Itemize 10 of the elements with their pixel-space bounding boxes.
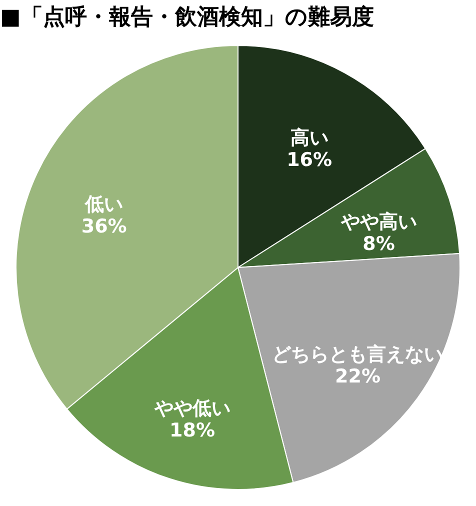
data-label: 36% — [81, 215, 127, 238]
data-label: 18% — [170, 419, 216, 442]
data-label: 22% — [334, 365, 380, 388]
data-label: 8% — [362, 232, 395, 255]
data-label: 16% — [286, 148, 332, 171]
slice-label: やや低い — [153, 397, 230, 420]
slice-label: 高い — [290, 126, 328, 149]
slice-label: 低い — [84, 193, 124, 216]
slice-label: やや高い — [340, 210, 417, 233]
chart-title: ■「点呼・報告・飲酒検知」の難易度 — [0, 4, 374, 30]
